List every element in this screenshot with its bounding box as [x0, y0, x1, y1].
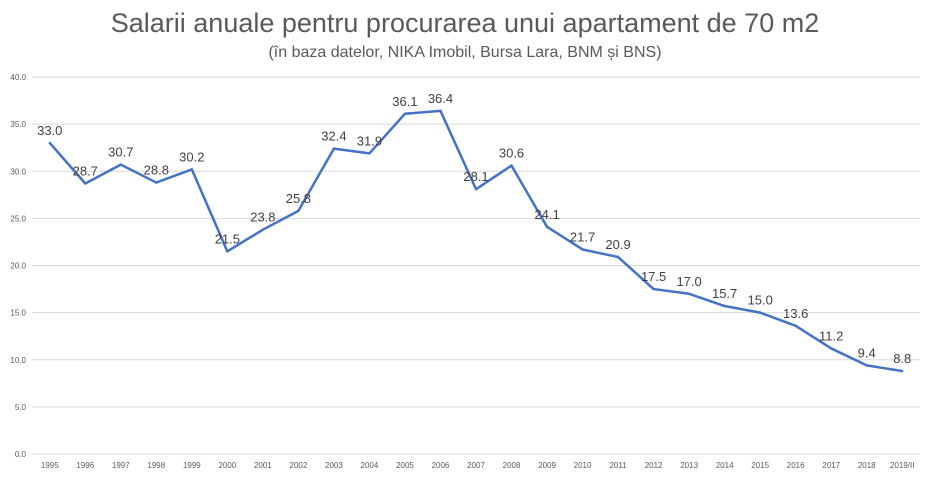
x-tick-label: 2014 [716, 461, 734, 470]
chart-subtitle: (în baza datelor, NIKA Imobil, Bursa Lar… [268, 44, 662, 61]
data-label: 23.8 [250, 210, 275, 225]
y-tick-label: 30.0 [10, 167, 26, 176]
y-tick-label: 0.0 [15, 450, 27, 459]
data-label: 17.5 [641, 269, 666, 284]
series-line [48, 109, 903, 373]
x-tick-label: 2013 [680, 461, 698, 470]
x-tick-label: 2015 [751, 461, 769, 470]
data-point [403, 112, 407, 115]
x-tick-label: 2000 [218, 461, 236, 470]
data-point [901, 369, 904, 373]
y-tick-label: 10.0 [10, 356, 26, 365]
x-tick-label: 2002 [290, 461, 308, 470]
data-label: 21.5 [215, 231, 240, 246]
x-tick-label: 2010 [574, 461, 592, 470]
x-tick-label: 1996 [76, 461, 94, 470]
data-label: 31.9 [357, 133, 382, 148]
data-point [226, 250, 229, 253]
chart-title: Salarii anuale pentru procurarea unui ap… [110, 8, 820, 38]
x-tick-label: 2005 [396, 461, 414, 470]
x-tick-label: 2006 [432, 461, 450, 470]
x-tick-label: 2009 [538, 461, 556, 470]
data-label: 8.8 [893, 351, 911, 366]
data-label: 17.0 [676, 274, 701, 289]
data-point [261, 228, 265, 231]
x-tick-label: 2011 [609, 461, 627, 470]
data-label: 20.9 [605, 237, 630, 252]
y-tick-label: 5.0 [15, 403, 27, 412]
data-label: 36.1 [392, 94, 417, 109]
data-label: 30.2 [179, 149, 204, 164]
data-label: 9.4 [858, 345, 876, 360]
data-point [830, 347, 833, 350]
x-tick-label: 1998 [147, 461, 165, 470]
data-point [865, 364, 868, 367]
data-point [48, 141, 51, 145]
data-label: 11.2 [819, 328, 843, 343]
x-tick-label: 2001 [254, 461, 272, 470]
y-tick-label: 25.0 [10, 214, 26, 223]
data-label: 28.1 [463, 169, 488, 184]
data-label: 36.4 [428, 91, 453, 106]
data-point [190, 168, 194, 171]
x-tick-label: 1997 [112, 461, 130, 470]
y-tick-label: 15.0 [10, 309, 26, 318]
data-label: 15.0 [748, 293, 773, 308]
data-label: 25.8 [286, 191, 311, 206]
data-label: 21.7 [570, 229, 595, 244]
x-tick-label: 1995 [41, 461, 59, 470]
data-label: 33.0 [37, 123, 62, 138]
data-point [332, 147, 336, 150]
data-label: 24.1 [534, 207, 559, 222]
data-point [794, 324, 797, 328]
data-label: 15.7 [712, 286, 737, 301]
data-point [652, 287, 655, 291]
x-tick-label: 2008 [503, 461, 521, 470]
data-point [474, 187, 478, 191]
data-label: 30.7 [108, 145, 133, 160]
x-tick-label: 2019/II [890, 461, 914, 470]
data-label: 13.6 [783, 306, 808, 321]
data-point [84, 182, 87, 185]
x-tick-label: 2016 [787, 461, 805, 470]
x-tick-label: 2003 [325, 461, 343, 470]
x-tick-label: 2017 [822, 461, 840, 470]
y-tick-label: 20.0 [10, 262, 26, 271]
x-tick-label: 2018 [858, 461, 876, 470]
data-point [368, 152, 371, 155]
x-tick-label: 1999 [183, 461, 201, 470]
data-point [616, 255, 620, 259]
data-point [723, 304, 726, 308]
data-point [155, 181, 158, 184]
data-point [439, 109, 442, 113]
data-point [545, 225, 549, 229]
data-label: 30.6 [499, 146, 524, 161]
data-point [297, 209, 300, 213]
data-point [758, 311, 762, 314]
data-label: 28.8 [144, 163, 169, 178]
data-point [687, 292, 691, 295]
y-tick-label: 35.0 [10, 120, 26, 129]
x-tick-label: 2007 [467, 461, 485, 470]
data-point [510, 164, 513, 167]
x-tick-label: 2004 [361, 461, 379, 470]
data-point [581, 248, 584, 251]
x-tick-label: 2012 [645, 461, 663, 470]
data-label: 28.7 [73, 164, 98, 179]
data-point [119, 163, 123, 166]
data-label: 32.4 [321, 129, 346, 144]
y-tick-label: 40.0 [10, 73, 26, 82]
